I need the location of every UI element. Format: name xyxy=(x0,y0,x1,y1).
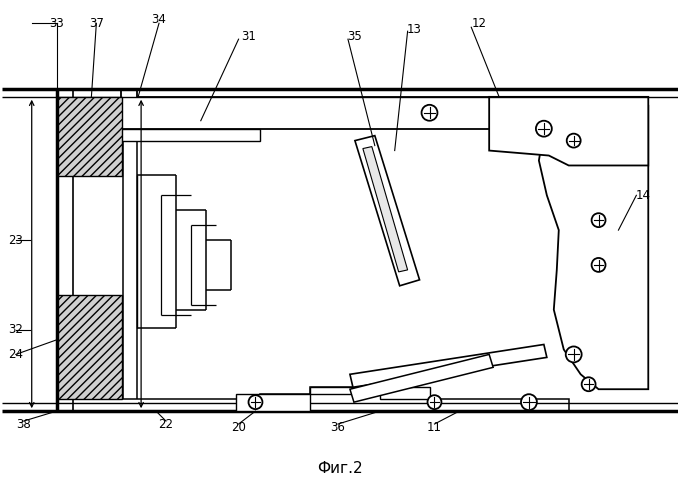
Polygon shape xyxy=(350,344,547,387)
Text: 11: 11 xyxy=(427,420,442,434)
Polygon shape xyxy=(539,106,648,389)
Bar xyxy=(58,294,122,399)
Text: 32: 32 xyxy=(8,323,23,336)
Text: 12: 12 xyxy=(472,17,487,30)
Text: 35: 35 xyxy=(347,30,362,43)
Bar xyxy=(58,97,122,176)
Polygon shape xyxy=(355,136,420,286)
Polygon shape xyxy=(56,387,568,411)
Text: 20: 20 xyxy=(231,420,246,434)
Bar xyxy=(235,394,310,411)
Polygon shape xyxy=(121,128,260,140)
Text: 33: 33 xyxy=(49,17,64,30)
Circle shape xyxy=(422,105,437,120)
Circle shape xyxy=(248,395,262,409)
Circle shape xyxy=(428,395,441,409)
Text: 31: 31 xyxy=(241,30,256,43)
Text: 24: 24 xyxy=(8,348,23,361)
Text: 14: 14 xyxy=(636,189,651,202)
Text: 22: 22 xyxy=(158,418,173,430)
Text: 38: 38 xyxy=(16,418,31,430)
Text: Фиг.2: Фиг.2 xyxy=(317,462,363,476)
Text: 13: 13 xyxy=(407,22,422,36)
Circle shape xyxy=(521,394,537,410)
Circle shape xyxy=(536,120,551,136)
Circle shape xyxy=(581,378,596,391)
Text: 23: 23 xyxy=(8,234,23,246)
Circle shape xyxy=(566,346,581,362)
Circle shape xyxy=(592,258,605,272)
Text: 37: 37 xyxy=(89,17,104,30)
Polygon shape xyxy=(489,97,648,166)
Circle shape xyxy=(566,134,581,147)
Polygon shape xyxy=(310,387,430,399)
Circle shape xyxy=(592,213,605,227)
Text: 34: 34 xyxy=(152,13,167,26)
Polygon shape xyxy=(121,89,568,128)
Text: 36: 36 xyxy=(330,420,345,434)
Polygon shape xyxy=(363,146,407,272)
Bar xyxy=(123,97,137,411)
Polygon shape xyxy=(350,354,493,402)
